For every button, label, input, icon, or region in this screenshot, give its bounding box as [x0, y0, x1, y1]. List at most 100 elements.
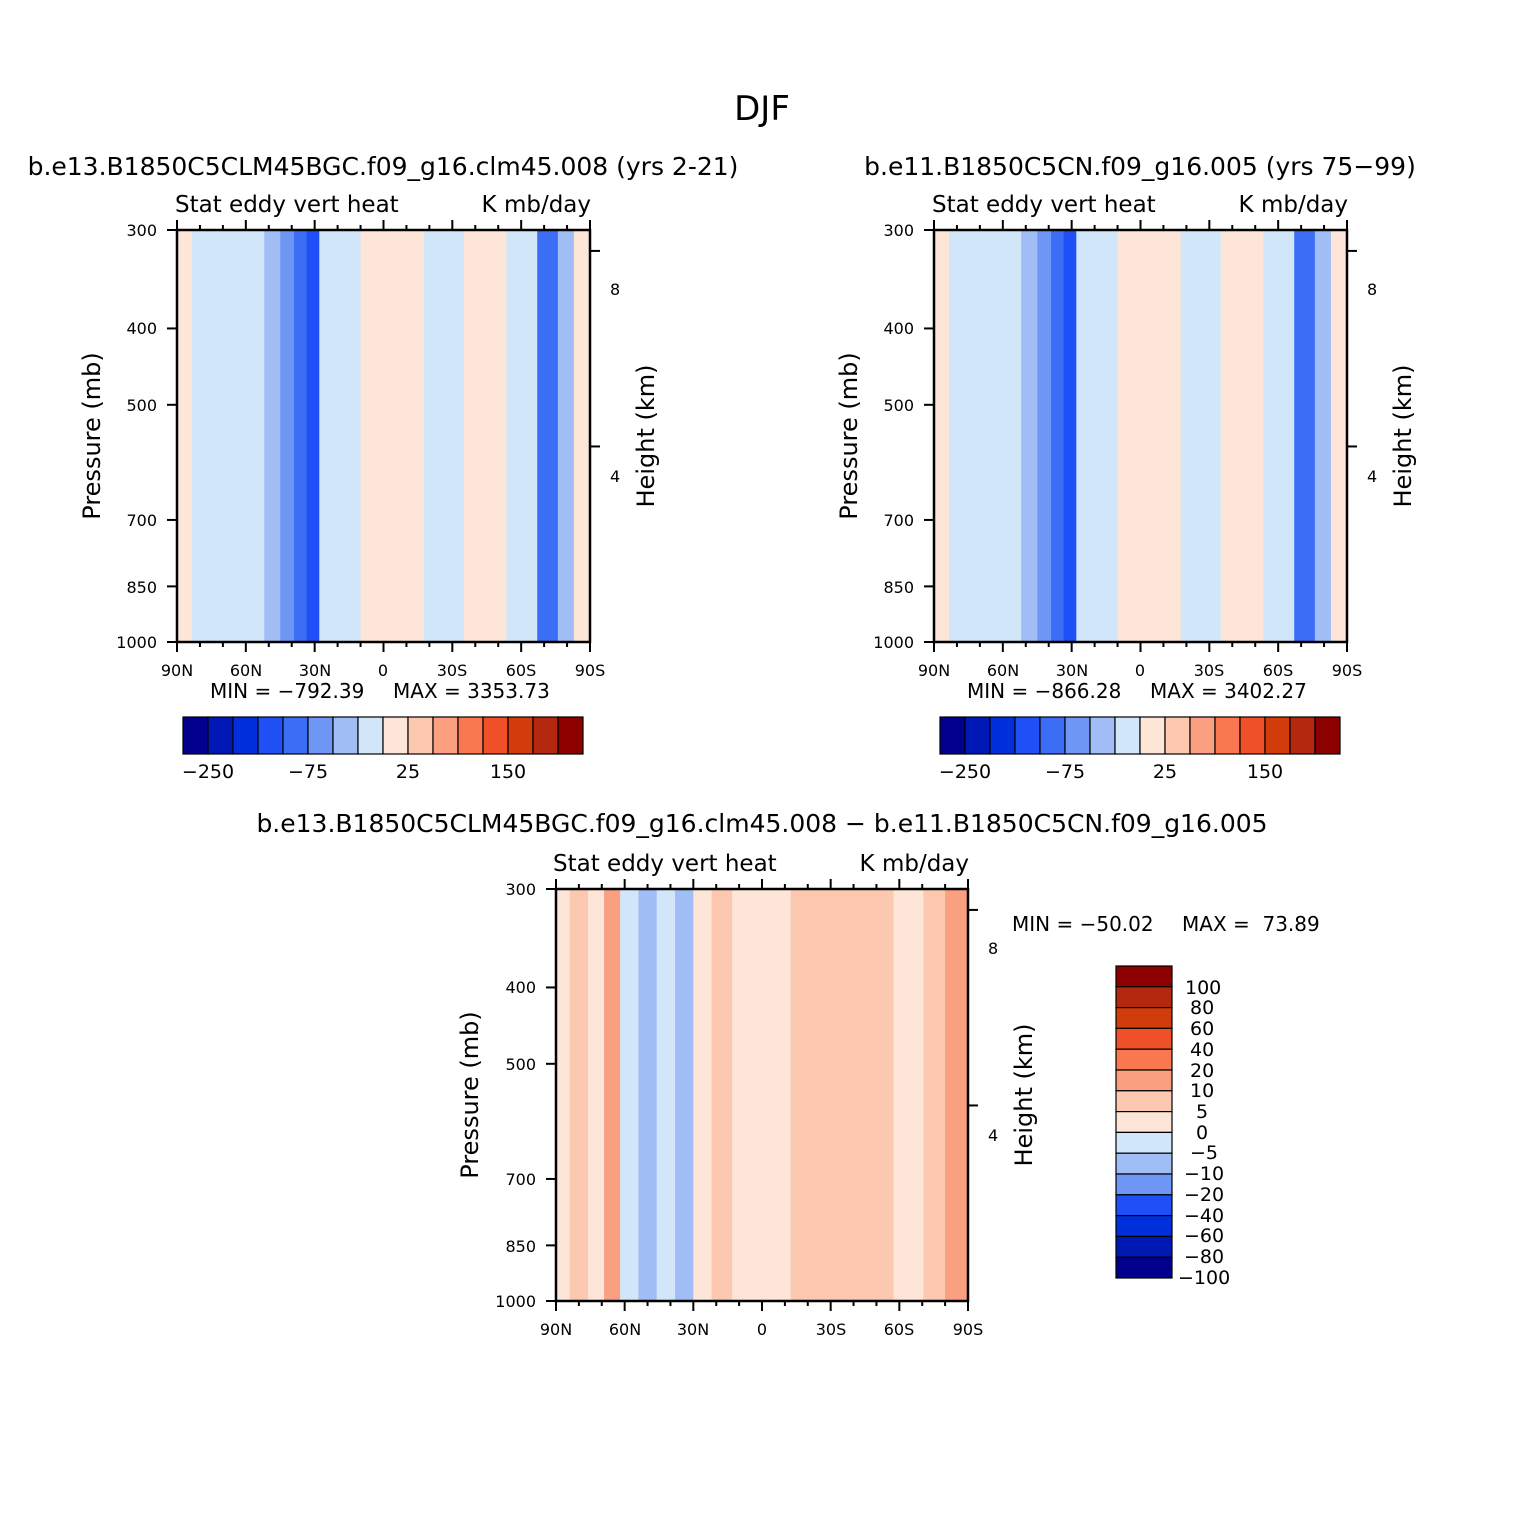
panel-2-colorbar-swatch [964, 716, 991, 755]
panel-1-cb-label-neg250: −250 [182, 761, 234, 783]
panel-3-cb-label-40: 40 [1190, 1039, 1214, 1061]
panel-3-yrtick-4: 4 [988, 1126, 998, 1145]
panel-2-colorbar-swatch [1289, 716, 1316, 755]
panel-2-field-band [1330, 230, 1348, 642]
panel-2-field-band [1146, 230, 1182, 642]
panel-3-field-band [556, 889, 571, 1301]
panel-2-xtick-30s: 30S [1194, 661, 1225, 680]
panel-1-colorbar [182, 716, 584, 755]
panel-3: b.e13.B1850C5CLM45BGC.f09_g16.clm45.008 … [256, 809, 1319, 1339]
panel-2-yrtick-4: 4 [1367, 467, 1377, 486]
panel-1-xtick-30n: 30N [299, 661, 331, 680]
panel-3-ytick-850: 850 [505, 1237, 536, 1256]
panel-2-colorbar-swatch [1264, 716, 1291, 755]
panel-1-ytick-700: 700 [126, 511, 157, 530]
panel-3-cb-label-10: 10 [1190, 1080, 1214, 1102]
panel-2-field-band [948, 230, 967, 642]
panel-2-ytick-1000: 1000 [873, 633, 914, 652]
panel-3-ytick-300: 300 [505, 880, 536, 899]
panel-3-ytick-1000: 1000 [495, 1292, 536, 1311]
panel-2: b.e11.B1850C5CN.f09_g16.005 (yrs 75−99) … [835, 152, 1417, 783]
panel-2-cb-label-25: 25 [1153, 761, 1177, 783]
panel-3-xtick-60s: 60S [884, 1320, 915, 1339]
panel-1-colorbar-swatch [382, 716, 409, 755]
panel-3-subtitle-right: K mb/day [860, 851, 969, 877]
panel-3-colorbar-swatch [1115, 1069, 1173, 1092]
panel-1-xtick-60s: 60S [506, 661, 537, 680]
panel-1-field-band [360, 230, 390, 642]
panel-3-field-band [569, 889, 589, 1301]
panel-1-max: MAX = 3353.73 [393, 679, 550, 703]
panel-1-xtick-90s: 90S [575, 661, 606, 680]
panel-2-yrtick-8: 8 [1367, 280, 1377, 299]
panel-1-contour-field [177, 230, 591, 642]
panel-3-field-band [620, 889, 639, 1301]
panel-3-field-band [638, 889, 658, 1301]
panel-3-cb-label-neg40: −40 [1184, 1205, 1224, 1227]
panel-3-field-band [732, 889, 760, 1301]
panel-3-field-band [790, 889, 826, 1301]
panel-1-ylabel: Pressure (mb) [78, 352, 106, 519]
panel-3-field-band [758, 889, 792, 1301]
panel-3-colorbar-swatch [1115, 1256, 1173, 1279]
panel-2-field-band [1002, 230, 1022, 642]
panel-2-cb-label-neg250: −250 [939, 761, 991, 783]
panel-2-subtitle-left: Stat eddy vert heat [932, 192, 1156, 218]
panel-3-ytick-700: 700 [505, 1170, 536, 1189]
panel-1-cb-label-neg75: −75 [288, 761, 328, 783]
panel-1-field-band [537, 230, 559, 642]
panel-3-field-band [675, 889, 694, 1301]
panel-2-cb-label-neg75: −75 [1045, 761, 1085, 783]
panel-2-field-band [1314, 230, 1332, 642]
panel-1-colorbar-swatch [332, 716, 359, 755]
panel-1-field-band [337, 230, 362, 642]
panel-3-max: MAX = 73.89 [1182, 912, 1320, 936]
panel-3-xtick-30s: 30S [816, 1320, 847, 1339]
panel-1-subtitle-right: K mb/day [482, 192, 591, 218]
panel-3-cb-label-neg100: −100 [1178, 1267, 1230, 1289]
panel-2-ytick-700: 700 [883, 511, 914, 530]
panel-3-cb-label-80: 80 [1190, 997, 1214, 1019]
panel-2-title: b.e11.B1850C5CN.f09_g16.005 (yrs 75−99) [864, 152, 1416, 181]
panel-3-colorbar-swatch [1115, 1048, 1173, 1071]
panel-3-xtick-90n: 90N [540, 1320, 572, 1339]
panel-2-contour-field [934, 230, 1348, 642]
figure-title: DJF [734, 89, 790, 129]
panel-2-xtick-30n: 30N [1056, 661, 1088, 680]
panel-3-colorbar-swatch [1115, 1214, 1173, 1237]
panel-3-xtick-30n: 30N [677, 1320, 709, 1339]
panel-2-colorbar [939, 716, 1341, 755]
panel-3-cb-label-neg60: −60 [1184, 1225, 1224, 1247]
panel-2-ytick-850: 850 [883, 578, 914, 597]
panel-2-field-band [1220, 230, 1264, 642]
panel-2-colorbar-swatch [1064, 716, 1091, 755]
panel-3-cb-label-5: 5 [1196, 1101, 1208, 1123]
panel-3-field-band [859, 889, 895, 1301]
panel-1-colorbar-swatch [482, 716, 509, 755]
panel-1-ytick-400: 400 [126, 319, 157, 338]
panel-1-ytick-300: 300 [126, 221, 157, 240]
panel-2-field-band [1294, 230, 1316, 642]
panel-2-field-band [1094, 230, 1119, 642]
panel-3-colorbar [1115, 965, 1173, 1279]
panel-3-colorbar-swatch [1115, 1235, 1173, 1258]
panel-1-colorbar-swatch [432, 716, 459, 755]
panel-1-field-band [294, 230, 308, 642]
panel-1-field-band [319, 230, 339, 642]
panel-1-ytick-850: 850 [126, 578, 157, 597]
panel-1-ticks [167, 220, 600, 652]
panel-3-cb-label-neg10: −10 [1184, 1163, 1224, 1185]
panel-3-colorbar-swatch [1115, 986, 1173, 1009]
panel-3-colorbar-swatch [1115, 1173, 1173, 1196]
panel-3-xtick-60n: 60N [609, 1320, 641, 1339]
panel-1-field-band [389, 230, 425, 642]
panel-1-field-band [264, 230, 281, 642]
panel-1-yrtick-8: 8 [610, 280, 620, 299]
panel-2-ticks [924, 220, 1357, 652]
panel-2-colorbar-swatch [1039, 716, 1066, 755]
panel-3-subtitle-left: Stat eddy vert heat [553, 851, 777, 877]
panel-2-xtick-90n: 90N [918, 661, 950, 680]
panel-2-xtick-60n: 60N [987, 661, 1019, 680]
panel-2-colorbar-swatch [1139, 716, 1166, 755]
panel-2-field-band [1051, 230, 1065, 642]
